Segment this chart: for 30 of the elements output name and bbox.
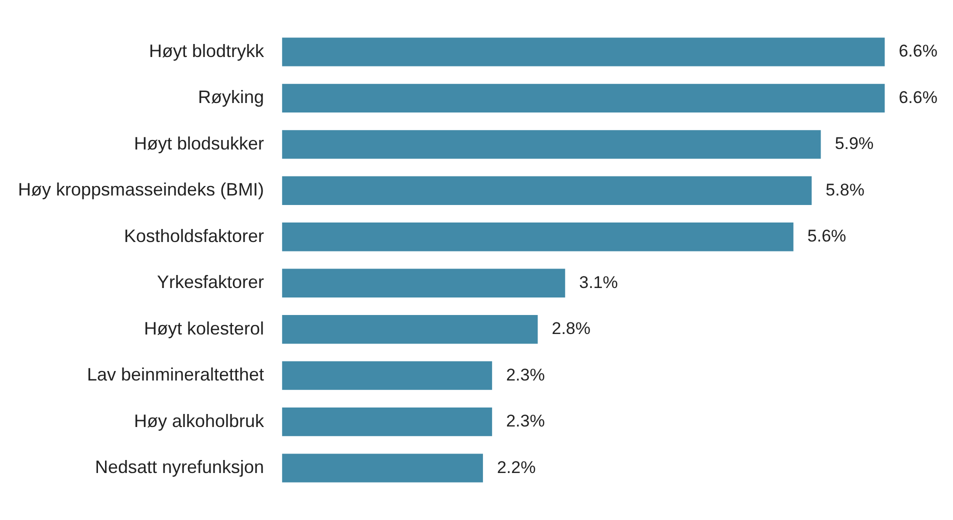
- data-label: 2.3%: [506, 412, 545, 431]
- bar: [282, 84, 885, 112]
- bar: [282, 454, 483, 482]
- data-label: 2.3%: [506, 365, 545, 384]
- bar: [282, 130, 821, 159]
- y-tick-label: Høyt kolesterol: [144, 318, 264, 338]
- bar: [282, 315, 538, 344]
- bar: [282, 38, 885, 66]
- y-tick-label: Høy kroppsmasseindeks (BMI): [18, 180, 264, 200]
- data-label: 5.8%: [826, 180, 864, 200]
- data-label: 5.6%: [807, 226, 846, 246]
- y-tick-label: Høyt blodsukker: [134, 133, 264, 154]
- y-tick-label: Kostholdsfaktorer: [124, 226, 264, 246]
- data-label: 5.9%: [834, 134, 874, 154]
- bar: [282, 176, 812, 205]
- bar: [282, 408, 492, 436]
- y-tick-label: Yrkesfaktorer: [157, 272, 264, 292]
- data-label: 6.6%: [898, 88, 938, 107]
- y-tick-label: Høy alkoholbruk: [134, 410, 266, 431]
- data-label: 6.6%: [898, 42, 938, 61]
- y-tick-label: Nedsatt nyrefunksjon: [94, 457, 264, 478]
- y-tick-label: Lav beinmineraltetthet: [86, 364, 264, 385]
- data-label: 2.8%: [552, 319, 590, 338]
- data-label: 2.2%: [496, 458, 536, 477]
- y-tick-label: Røyking: [198, 87, 264, 108]
- data-label: 3.1%: [579, 272, 618, 292]
- y-tick-label: Høyt blodtrykk: [149, 40, 266, 61]
- bar: [282, 361, 492, 390]
- bar: [282, 222, 794, 252]
- bar: [282, 268, 566, 298]
